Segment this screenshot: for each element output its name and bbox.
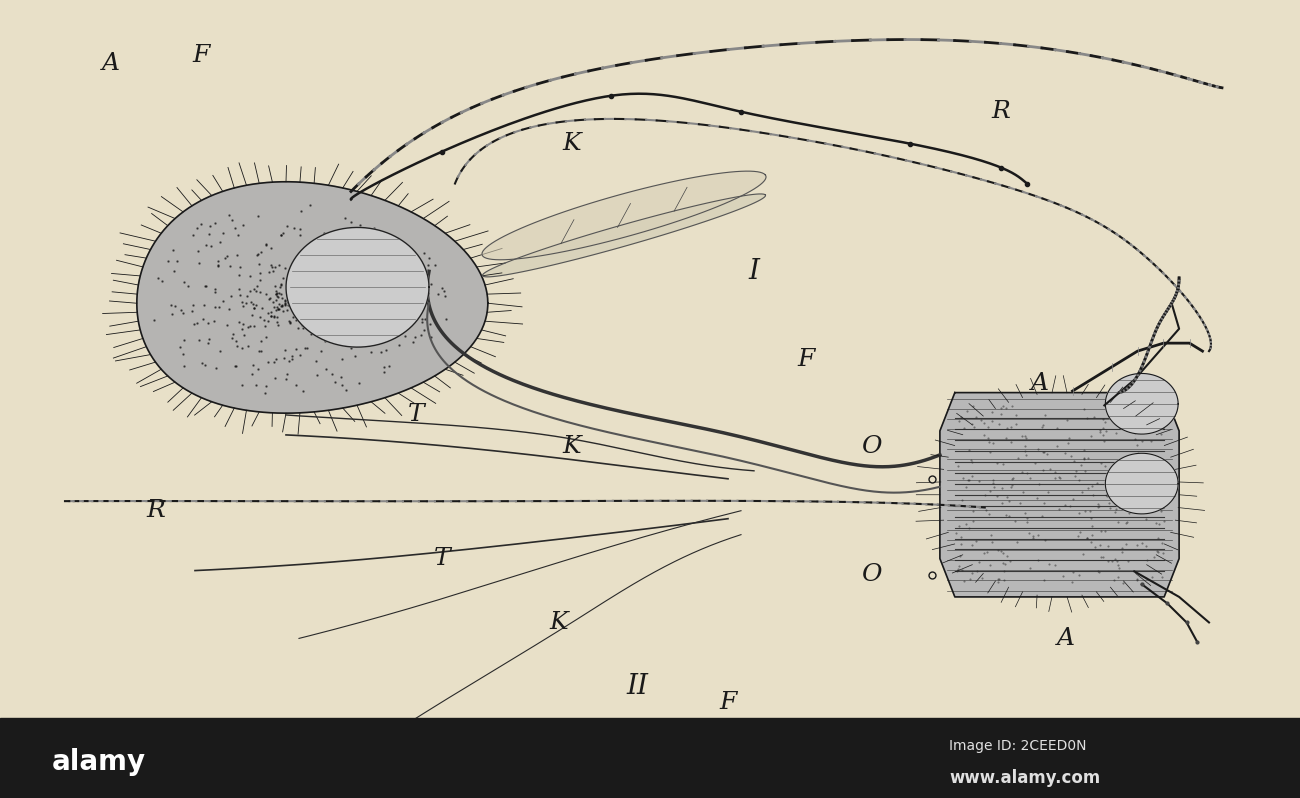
Text: www.alamy.com: www.alamy.com	[949, 769, 1100, 787]
Text: F: F	[797, 348, 815, 370]
Polygon shape	[286, 227, 429, 347]
Text: K: K	[563, 436, 581, 458]
Text: K: K	[550, 611, 568, 634]
Text: T: T	[434, 547, 450, 570]
Polygon shape	[136, 182, 488, 413]
Polygon shape	[940, 393, 1179, 597]
Text: II: II	[627, 673, 647, 700]
Text: alamy: alamy	[52, 748, 146, 776]
Text: T: T	[408, 404, 424, 426]
Text: F: F	[192, 45, 211, 67]
Text: R: R	[992, 101, 1010, 123]
Text: O: O	[861, 436, 881, 458]
Text: Image ID: 2CEED0N: Image ID: 2CEED0N	[949, 739, 1087, 753]
Text: R: R	[147, 500, 165, 522]
Polygon shape	[482, 171, 766, 260]
Text: A: A	[101, 53, 120, 75]
Polygon shape	[1105, 373, 1178, 434]
Text: A: A	[1057, 627, 1075, 650]
Bar	[0, 718, 1300, 798]
Polygon shape	[482, 194, 766, 277]
Text: K: K	[563, 132, 581, 155]
Text: I: I	[749, 258, 759, 285]
Text: F: F	[719, 691, 737, 713]
Text: O: O	[861, 563, 881, 586]
Text: A: A	[1031, 372, 1049, 394]
Polygon shape	[1105, 453, 1178, 514]
